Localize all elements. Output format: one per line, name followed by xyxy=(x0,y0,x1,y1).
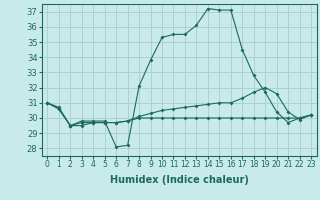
X-axis label: Humidex (Indice chaleur): Humidex (Indice chaleur) xyxy=(110,175,249,185)
